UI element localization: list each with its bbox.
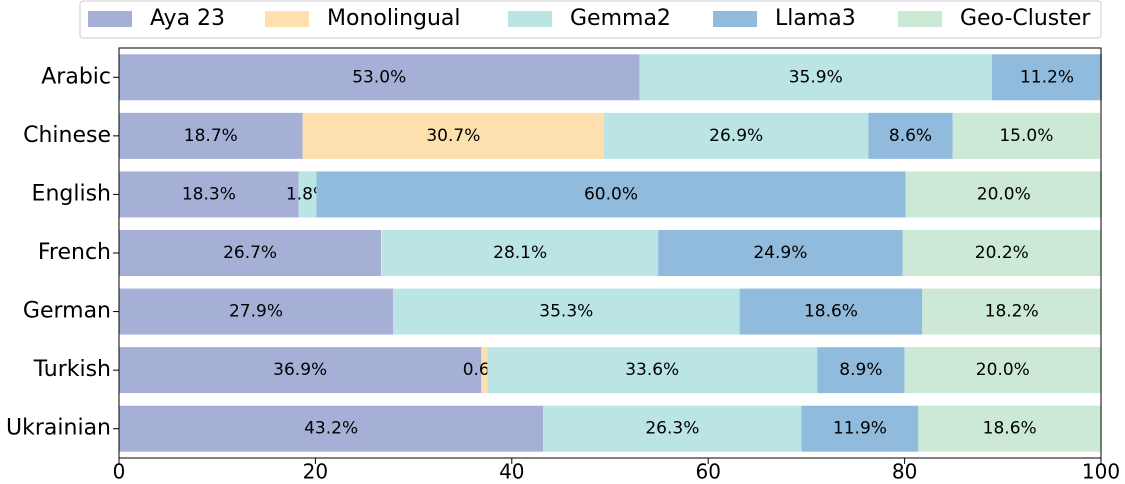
data-label: 27.9% xyxy=(229,302,283,322)
data-label: 36.9% xyxy=(273,360,327,380)
data-label: 8.6% xyxy=(889,126,932,146)
bar-segment xyxy=(817,347,905,394)
y-tick-label: Arabic xyxy=(41,64,111,89)
bar-segment xyxy=(302,112,605,159)
data-label: 18.2% xyxy=(985,302,1039,322)
bar-segment xyxy=(991,54,1102,101)
data-label: 35.9% xyxy=(789,67,843,87)
bar-segment xyxy=(119,54,640,101)
bar-segment xyxy=(904,347,1101,394)
y-tick-label: Ukrainian xyxy=(6,416,111,441)
legend-label: Geo-Cluster xyxy=(960,6,1091,31)
data-label: 26.9% xyxy=(709,126,763,146)
data-label: 43.2% xyxy=(304,419,358,439)
bar-segment xyxy=(382,230,659,276)
data-label: 24.9% xyxy=(753,243,807,263)
legend-swatch xyxy=(713,11,757,27)
data-label: 18.6% xyxy=(804,302,858,322)
bar-segment xyxy=(119,171,299,218)
data-label: 28.1% xyxy=(493,243,547,263)
bar-segment xyxy=(801,405,919,452)
x-tick-label: 80 xyxy=(892,460,917,484)
data-label: 30.7% xyxy=(426,126,480,146)
data-label: 26.7% xyxy=(223,243,277,263)
data-label: 18.6% xyxy=(983,419,1037,439)
data-label: 20.0% xyxy=(977,184,1031,204)
bar-segment xyxy=(316,171,906,218)
bar-segment xyxy=(918,405,1101,452)
bar-segment xyxy=(481,347,488,394)
x-tick-label: 100 xyxy=(1082,460,1120,484)
bar-segment xyxy=(381,230,383,276)
x-tick-label: 40 xyxy=(499,460,524,484)
bar-segment xyxy=(119,112,303,159)
bar-segment xyxy=(392,288,740,335)
y-tick-label: French xyxy=(38,240,111,265)
bar-segment xyxy=(119,230,382,276)
bar-segment xyxy=(739,288,923,335)
legend-swatch xyxy=(88,11,132,27)
legend-box xyxy=(79,0,1102,39)
data-label: 8.9% xyxy=(839,360,882,380)
bar-segment xyxy=(905,171,1102,218)
y-tick-label: Chinese xyxy=(23,123,111,148)
legend-swatch xyxy=(898,11,942,27)
bar-segment xyxy=(658,230,903,276)
x-tick-label: 60 xyxy=(695,460,720,484)
legend-label: Monolingual xyxy=(327,6,461,31)
x-tick-label: 20 xyxy=(303,460,328,484)
bar-segment xyxy=(902,230,1101,276)
y-tick-label: Turkish xyxy=(33,357,111,382)
bar-segment xyxy=(922,288,1101,335)
bar-segment xyxy=(487,347,818,394)
bar-segment xyxy=(119,347,482,394)
legend-label: Aya 23 xyxy=(150,6,225,31)
y-tick-label: English xyxy=(32,181,111,206)
bar-segment xyxy=(868,112,953,159)
bar-segment xyxy=(298,171,317,218)
bar-segment xyxy=(119,288,393,335)
legend-label: Llama3 xyxy=(775,6,856,31)
data-label: 11.9% xyxy=(833,419,887,439)
data-label: 18.3% xyxy=(182,184,236,204)
bar-segment xyxy=(604,112,869,159)
legend-swatch xyxy=(508,11,552,27)
bar-segment xyxy=(639,54,992,101)
data-label: 53.0% xyxy=(352,67,406,87)
data-label: 20.0% xyxy=(976,360,1030,380)
data-label: 15.0% xyxy=(999,126,1053,146)
data-label: 11.2% xyxy=(1020,67,1074,87)
data-label: 20.2% xyxy=(975,243,1029,263)
data-label: 26.3% xyxy=(645,419,699,439)
bar-segment xyxy=(119,405,544,452)
bar-segment xyxy=(543,405,802,452)
plot-frame xyxy=(118,47,1102,459)
legend-swatch xyxy=(265,11,309,27)
y-tick-label: German xyxy=(23,299,111,324)
data-label: 33.6% xyxy=(625,360,679,380)
data-label: 60.0% xyxy=(584,184,638,204)
x-tick-label: 0 xyxy=(113,460,126,484)
legend-label: Gemma2 xyxy=(570,6,671,31)
data-label: 35.3% xyxy=(539,302,593,322)
data-label: 18.7% xyxy=(184,126,238,146)
bar-segment xyxy=(952,112,1101,159)
